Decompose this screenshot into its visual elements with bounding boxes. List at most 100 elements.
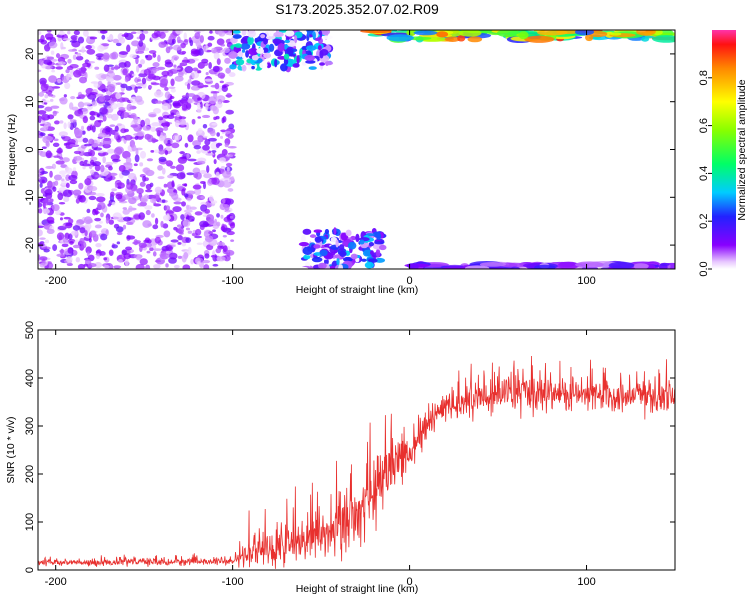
heatmap-cell [225, 249, 235, 256]
heatmap-cell [122, 209, 130, 215]
heatmap-cell [95, 250, 101, 255]
heatmap-cell [213, 158, 217, 165]
heatmap-cell [93, 147, 103, 151]
heatmap-cell [216, 221, 221, 227]
heatmap-cell [224, 57, 231, 64]
heatmap-cell [177, 234, 183, 241]
heatmap-cell [52, 110, 57, 117]
heatmap-cell [201, 259, 211, 264]
colorbar: 0.0 0.2 0.4 0.6 0.8 Normalized spectral ampl… [698, 30, 748, 277]
heatmap-cell [56, 147, 63, 154]
heatmap-cell [147, 73, 157, 80]
heatmap-cell [268, 30, 275, 37]
heatmap-cell [39, 132, 46, 137]
heatmap-cell [165, 143, 172, 147]
x-tick-label: 100 [577, 576, 595, 588]
heatmap-cell [201, 58, 209, 64]
heatmap-cell [83, 216, 93, 225]
heatmap-cell [89, 149, 96, 157]
heatmap-cell [133, 163, 138, 167]
heatmap-cell [187, 158, 197, 162]
heatmap-cell [268, 43, 275, 52]
heatmap-cell [211, 150, 217, 153]
heatmap-cell [121, 34, 128, 37]
heatmap-cell [68, 233, 73, 240]
heatmap-cell [339, 250, 347, 257]
heatmap-cell [464, 265, 490, 269]
heatmap-cell [65, 69, 70, 74]
heatmap-cell [63, 196, 70, 203]
heatmap-cell [38, 185, 41, 189]
heatmap-cell [158, 41, 167, 48]
heatmap-cell [207, 127, 216, 134]
heatmap-cell [59, 217, 63, 221]
heatmap-cell [444, 36, 461, 42]
heatmap-cell [306, 45, 317, 51]
heatmap-cell [302, 246, 313, 256]
heatmap-cell [116, 123, 122, 127]
heatmap-cell [70, 34, 78, 41]
heatmap-cell [216, 213, 220, 218]
heatmap-cell [442, 266, 472, 269]
heatmap-cell [557, 261, 580, 269]
heatmap-cell [124, 76, 129, 83]
heatmap-cell [386, 34, 415, 42]
heatmap-cell [170, 78, 175, 87]
heatmap-cell [247, 47, 259, 56]
heatmap-cell [640, 36, 650, 42]
heatmap-cell [361, 258, 367, 262]
heatmap-cell [142, 125, 151, 131]
colorbar-tick-label: 0.2 [698, 214, 710, 229]
heatmap-cell [205, 72, 209, 76]
heatmap-cell [170, 88, 176, 93]
heatmap-cell [234, 43, 242, 48]
heatmap-cell [224, 143, 229, 148]
heatmap-cell [69, 241, 74, 245]
y-tick-label: 500 [24, 321, 36, 339]
heatmap-cell [194, 211, 203, 216]
heatmap-cell [220, 225, 226, 231]
y-tick-label: 400 [24, 369, 36, 387]
snr-x-axis-label: Height of straight line (km) [296, 583, 419, 595]
heatmap-cell [137, 202, 144, 207]
heatmap-cell [89, 124, 93, 131]
heatmap-cell [154, 100, 163, 104]
heatmap-cell [69, 40, 78, 43]
heatmap-cell [86, 251, 90, 257]
heatmap-cell [183, 32, 187, 41]
heatmap-cell [82, 137, 89, 143]
heatmap-cell [170, 165, 176, 169]
heatmap-y-axis-label: Frequency (Hz) [6, 114, 18, 186]
heatmap-cell [125, 156, 132, 164]
heatmap-cell [100, 172, 105, 176]
heatmap-cell [241, 49, 246, 53]
heatmap-cell [89, 36, 98, 40]
heatmap-cell [292, 63, 300, 68]
heatmap-cell [64, 82, 71, 90]
heatmap-cell [196, 242, 203, 245]
heatmap-cell [197, 97, 203, 101]
heatmap-cell [154, 259, 161, 263]
heatmap-cell [144, 55, 149, 59]
heatmap-cell [94, 224, 102, 229]
heatmap-cell [63, 122, 67, 130]
heatmap-cell [101, 43, 110, 47]
heatmap-cell [273, 31, 284, 38]
heatmap-cell [148, 113, 157, 118]
heatmap-cell [102, 152, 109, 156]
heatmap-cell [135, 263, 145, 269]
heatmap-cell [61, 243, 69, 248]
heatmap-cell [50, 50, 55, 55]
heatmap-cell [205, 102, 209, 111]
heatmap-cell [134, 95, 143, 103]
heatmap-cell [213, 52, 220, 60]
heatmap-cell [173, 64, 177, 68]
heatmap-cell [73, 150, 82, 155]
heatmap-cell [100, 230, 107, 233]
heatmap-cell [157, 165, 163, 171]
heatmap-cell [110, 113, 119, 121]
heatmap-cell [114, 184, 118, 188]
heatmap-cell [60, 248, 65, 255]
heatmap-cell [659, 262, 670, 267]
heatmap-cell [60, 42, 64, 50]
